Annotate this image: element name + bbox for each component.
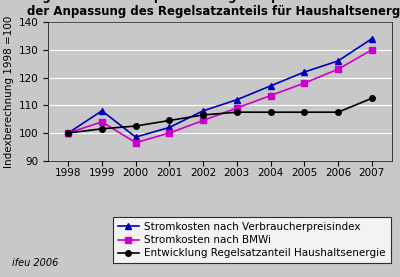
Stromkosten nach Verbraucherpreisindex	[336, 59, 340, 63]
Title: Vergleich des Strompreisanstiegs für private Haushalte und
der Anpassung des Reg: Vergleich des Strompreisanstiegs für pri…	[20, 0, 400, 18]
Y-axis label: Indexberechnung 1998 =100: Indexberechnung 1998 =100	[4, 15, 14, 168]
Line: Stromkosten nach BMWi: Stromkosten nach BMWi	[65, 46, 375, 146]
Text: ifeu 2006: ifeu 2006	[12, 258, 58, 268]
Stromkosten nach BMWi	[133, 141, 138, 144]
Stromkosten nach BMWi	[234, 106, 239, 110]
Stromkosten nach BMWi	[167, 131, 172, 135]
Stromkosten nach Verbraucherpreisindex	[133, 135, 138, 139]
Stromkosten nach BMWi	[66, 131, 71, 135]
Line: Stromkosten nach Verbraucherpreisindex: Stromkosten nach Verbraucherpreisindex	[65, 35, 375, 141]
Stromkosten nach Verbraucherpreisindex	[201, 109, 206, 112]
Entwicklung Regelsatzanteil Haushaltsenergie	[201, 113, 206, 117]
Stromkosten nach Verbraucherpreisindex	[369, 37, 374, 40]
Stromkosten nach Verbraucherpreisindex	[66, 131, 71, 135]
Entwicklung Regelsatzanteil Haushaltsenergie	[336, 111, 340, 114]
Entwicklung Regelsatzanteil Haushaltsenergie	[234, 111, 239, 114]
Entwicklung Regelsatzanteil Haushaltsenergie	[66, 131, 71, 135]
Stromkosten nach Verbraucherpreisindex	[100, 109, 104, 112]
Stromkosten nach BMWi	[369, 48, 374, 52]
Stromkosten nach BMWi	[100, 120, 104, 124]
Entwicklung Regelsatzanteil Haushaltsenergie	[369, 97, 374, 100]
Stromkosten nach BMWi	[302, 81, 307, 85]
Entwicklung Regelsatzanteil Haushaltsenergie	[268, 111, 273, 114]
Entwicklung Regelsatzanteil Haushaltsenergie	[100, 127, 104, 130]
Stromkosten nach BMWi	[201, 119, 206, 122]
Stromkosten nach Verbraucherpreisindex	[302, 70, 307, 74]
Stromkosten nach Verbraucherpreisindex	[268, 84, 273, 88]
Entwicklung Regelsatzanteil Haushaltsenergie	[302, 111, 307, 114]
Stromkosten nach BMWi	[336, 68, 340, 71]
Stromkosten nach Verbraucherpreisindex	[234, 98, 239, 101]
Stromkosten nach Verbraucherpreisindex	[167, 126, 172, 129]
Legend: Stromkosten nach Verbraucherpreisindex, Stromkosten nach BMWi, Entwicklung Regel: Stromkosten nach Verbraucherpreisindex, …	[113, 217, 391, 263]
Entwicklung Regelsatzanteil Haushaltsenergie	[167, 119, 172, 122]
Entwicklung Regelsatzanteil Haushaltsenergie	[133, 124, 138, 128]
Line: Entwicklung Regelsatzanteil Haushaltsenergie: Entwicklung Regelsatzanteil Haushaltsene…	[66, 96, 374, 136]
Stromkosten nach BMWi	[268, 94, 273, 97]
